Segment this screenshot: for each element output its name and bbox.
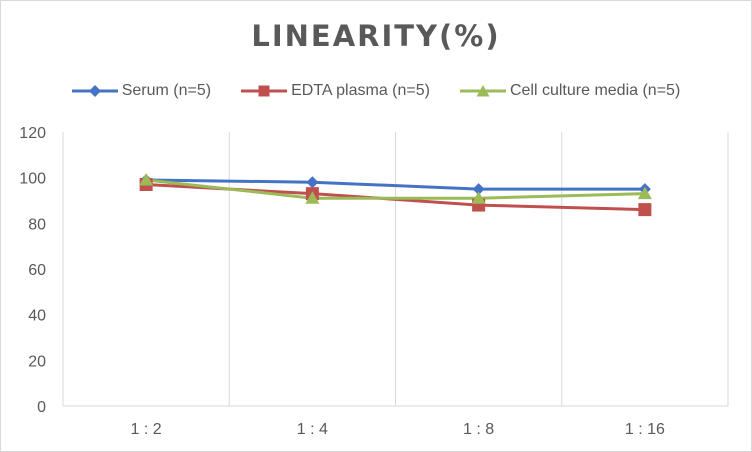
y-tick-label: 120 xyxy=(19,125,46,142)
legend-marker-serum xyxy=(71,85,118,97)
y-tick-label: 0 xyxy=(37,399,46,416)
y-tick-label: 80 xyxy=(28,216,46,233)
y-tick-label: 100 xyxy=(19,171,46,188)
y-tick-label: 20 xyxy=(28,353,46,370)
legend-label-cell-culture-media: Cell culture media (n=5) xyxy=(509,82,681,99)
legend-label-serum: Serum (n=5) xyxy=(121,82,212,99)
data-point-serum xyxy=(306,176,319,189)
legend-marker-edta-plasma xyxy=(241,85,288,97)
data-point-cell-culture-media xyxy=(637,186,652,200)
legend-label-edta-plasma: EDTA plasma (n=5) xyxy=(291,82,430,99)
legend: Serum (n=5) EDTA plasma (n=5) Cell cultu… xyxy=(1,79,751,103)
x-tick-label: 1 : 4 xyxy=(297,421,328,438)
legend-entry-cell-culture-media: Cell culture media (n=5) xyxy=(459,82,681,100)
data-point-cell-culture-media xyxy=(471,191,486,204)
data-point-cell-culture-media xyxy=(139,172,154,186)
data-point-serum xyxy=(472,183,485,196)
x-tick-label: 1 : 16 xyxy=(625,421,665,438)
legend-entry-edta-plasma: EDTA plasma (n=5) xyxy=(241,82,430,100)
y-tick-label: 40 xyxy=(28,308,46,325)
series-line-serum xyxy=(146,178,645,191)
legend-entry-serum: Serum (n=5) xyxy=(71,82,212,100)
x-tick-label: 1 : 2 xyxy=(131,421,162,438)
chart-title: LINEARITY(%) xyxy=(251,19,501,53)
data-point-edta-plasma xyxy=(638,203,652,217)
legend-marker-cell-culture-media xyxy=(459,85,506,97)
series-line-cell-culture-media xyxy=(145,178,645,200)
y-tick-label: 60 xyxy=(28,262,46,279)
data-point-cell-culture-media xyxy=(305,191,320,204)
x-tick-label: 1 : 8 xyxy=(463,421,494,438)
